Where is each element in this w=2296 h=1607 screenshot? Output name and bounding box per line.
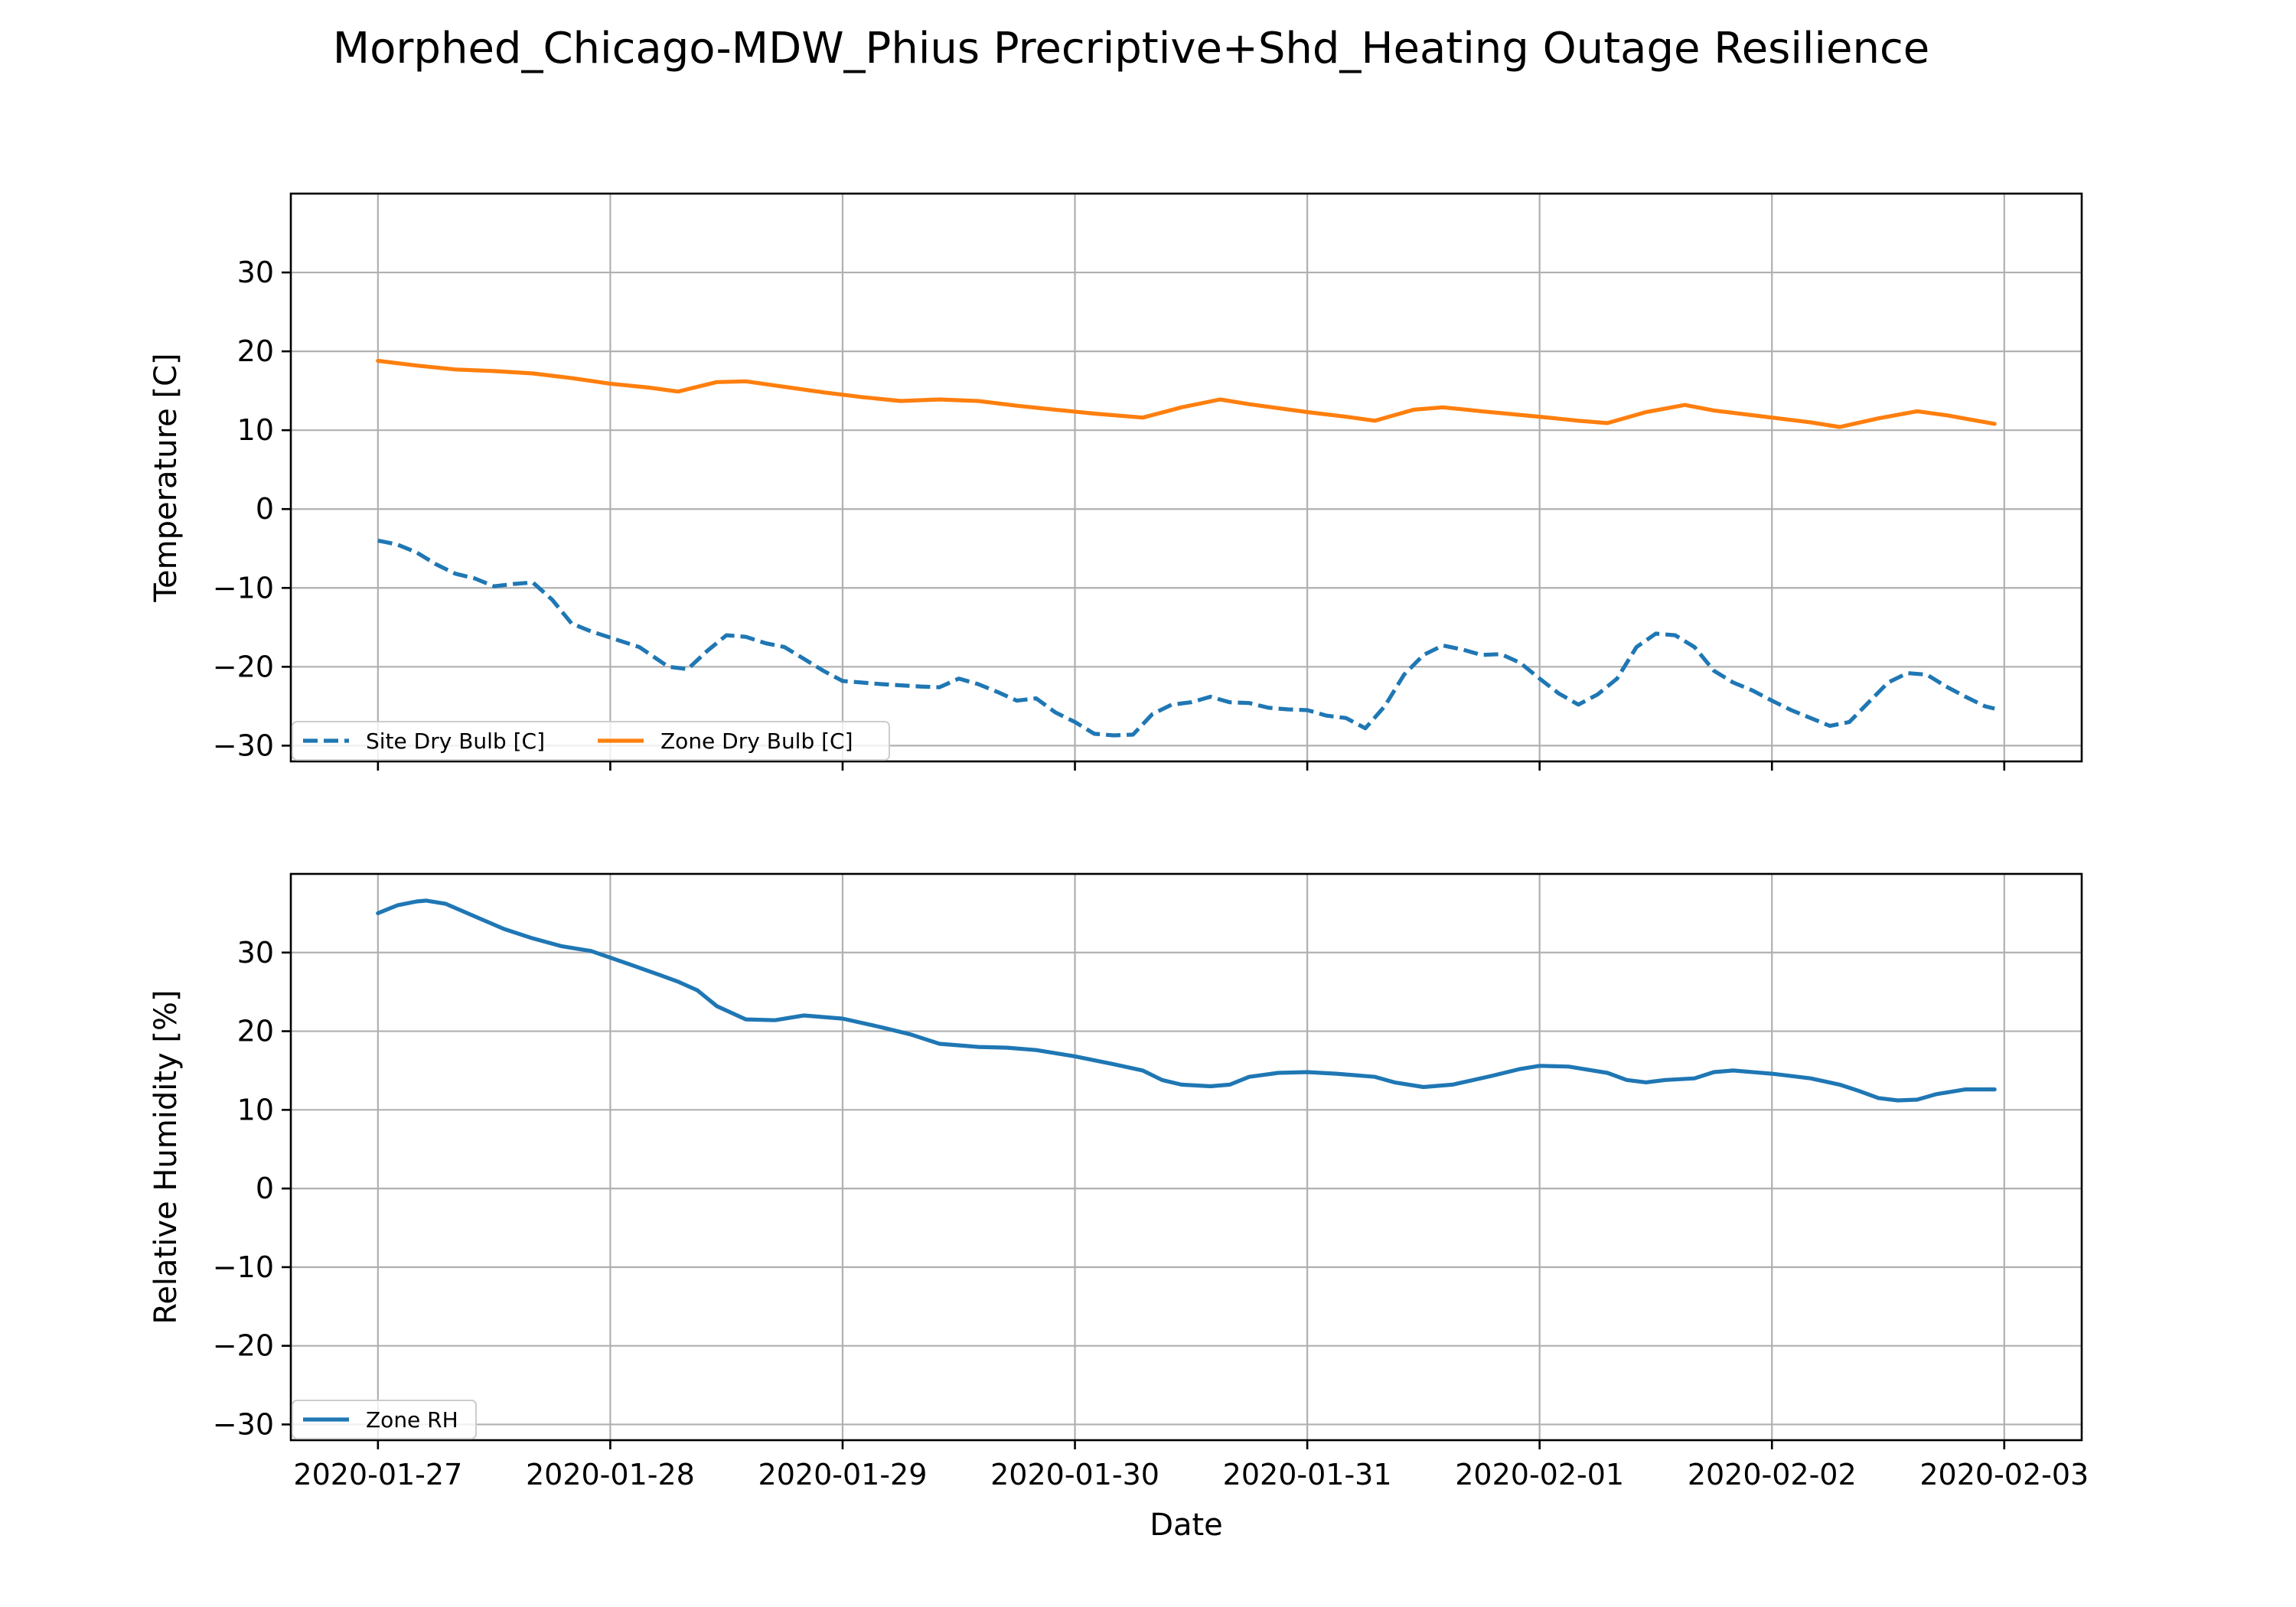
x-tick-label: 2020-01-31: [1223, 1458, 1392, 1491]
legend-box: [292, 721, 890, 761]
temperature-grid: [291, 194, 2082, 761]
temperature-legend: Site Dry Bulb [C] Zone Dry Bulb [C]: [292, 721, 890, 761]
y-tick-label: −20: [213, 650, 274, 683]
x-tick-label: 2020-02-02: [1688, 1458, 1857, 1491]
y-tick-label: 20: [237, 1015, 274, 1048]
series-line-site-dry-bulb-c-: [377, 538, 1995, 738]
humidity-ticks: −30 −20 −10 0 10 20 30 2020-01-27 2020-01-28 2020…: [213, 936, 2089, 1491]
humidity-panel: −30 −20 −10 0 10 20 30 2020-01-27 2020-01-28 2020…: [148, 872, 2089, 1543]
humidity-legend: Zone RH: [292, 1400, 477, 1439]
y-tick-label: 20: [237, 334, 274, 368]
x-tick-label: 2020-01-30: [990, 1458, 1159, 1491]
y-tick-label: −10: [213, 1250, 274, 1284]
temperature-axes-frame: [289, 192, 2083, 763]
temperature-panel: −30 −20 −10 0 10 20 30 Temperature [C] Site Dr…: [148, 192, 2083, 771]
legend-label: Zone RH: [366, 1407, 458, 1433]
humidity-series: [376, 898, 1997, 1103]
temperature-y-axis-label: Temperature [C]: [148, 353, 184, 602]
y-tick-label: −10: [213, 571, 274, 605]
series-line-zone-dry-bulb-c-: [376, 358, 1997, 429]
figure-title: Morphed_Chicago-MDW_Phius Precriptive+Sh…: [333, 24, 1929, 73]
y-tick-label: −20: [213, 1329, 274, 1363]
legend-label: Site Dry Bulb [C]: [366, 729, 545, 754]
temperature-series: [376, 358, 1997, 738]
y-tick-label: −30: [213, 729, 274, 762]
x-tick-label: 2020-01-29: [758, 1458, 928, 1491]
legend-label: Zone Dry Bulb [C]: [660, 729, 853, 754]
y-tick-label: 30: [237, 256, 274, 289]
y-tick-label: 30: [237, 936, 274, 970]
humidity-y-axis-label: Relative Humidity [%]: [148, 989, 184, 1324]
temperature-ticks: −30 −20 −10 0 10 20 30: [213, 256, 2006, 771]
y-tick-label: 0: [256, 1172, 274, 1205]
humidity-grid: [291, 874, 2082, 1440]
y-tick-label: 10: [237, 1093, 274, 1126]
series-line-zone-rh: [376, 898, 1997, 1103]
y-tick-label: −30: [213, 1407, 274, 1441]
x-tick-label: 2020-02-03: [1919, 1458, 2089, 1491]
humidity-axes-frame: [289, 872, 2083, 1442]
legend-box: [292, 1400, 477, 1439]
x-tick-label: 2020-01-28: [526, 1458, 695, 1491]
y-tick-label: 0: [256, 492, 274, 526]
humidity-x-axis-label: Date: [1150, 1508, 1223, 1543]
x-tick-label: 2020-01-27: [293, 1458, 462, 1491]
x-tick-label: 2020-02-01: [1455, 1458, 1624, 1491]
y-tick-label: 10: [237, 413, 274, 447]
